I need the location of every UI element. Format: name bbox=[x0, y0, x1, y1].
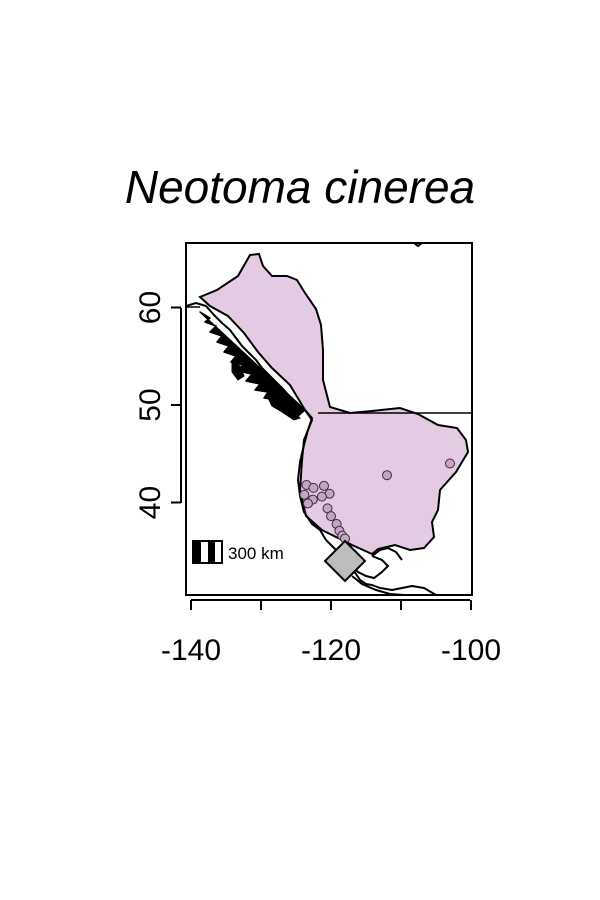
x-tick-label: -120 bbox=[301, 634, 361, 667]
vancouver-island bbox=[267, 397, 301, 421]
occurrence-point bbox=[445, 458, 455, 469]
occurrence-points bbox=[299, 458, 455, 544]
scale-bar-label: 300 km bbox=[228, 544, 284, 563]
coastline bbox=[186, 302, 437, 595]
occurrence-point bbox=[299, 489, 310, 500]
species-range-polygon bbox=[198, 252, 470, 556]
y-tick-label: 40 bbox=[134, 486, 167, 519]
x-tick-label: -100 bbox=[441, 634, 501, 667]
y-tick-label: 50 bbox=[134, 388, 167, 421]
y-axis: 40 50 60 bbox=[134, 291, 182, 519]
haida-gwaii bbox=[231, 361, 245, 381]
map-layers bbox=[186, 243, 472, 595]
x-axis: -140 -120 -100 bbox=[161, 599, 501, 667]
scale-bar-segment-1 bbox=[194, 542, 201, 562]
occurrence-point bbox=[382, 470, 392, 481]
occurrence-point bbox=[326, 511, 336, 522]
scale-bar: 300 km bbox=[192, 540, 284, 564]
map-title: Neotoma cinerea bbox=[124, 161, 476, 213]
diamond-marker-layer bbox=[323, 539, 367, 583]
y-tick-label: 60 bbox=[134, 291, 167, 324]
occurrence-point bbox=[319, 480, 329, 491]
diamond-marker bbox=[323, 539, 367, 583]
occurrence-point bbox=[308, 482, 319, 493]
scale-bar-segment-2 bbox=[208, 542, 215, 562]
x-tick-label: -140 bbox=[161, 634, 221, 667]
plot-frame bbox=[185, 242, 473, 596]
occurrence-point bbox=[302, 498, 313, 509]
occurrence-point bbox=[316, 491, 327, 502]
